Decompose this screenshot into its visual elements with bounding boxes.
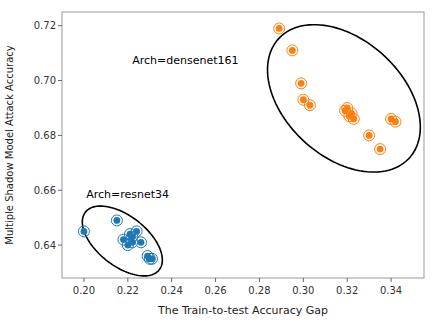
x-tick-label: 0.20 <box>73 285 95 296</box>
point-dot <box>81 228 88 235</box>
point <box>146 253 157 264</box>
plot-frame <box>62 12 424 278</box>
point <box>390 116 401 127</box>
point-ring <box>348 113 359 124</box>
point-dot <box>377 146 384 153</box>
y-tick-label: 0.66 <box>34 185 56 196</box>
point-ring <box>111 215 122 226</box>
x-tick <box>391 278 392 282</box>
x-tick-label: 0.30 <box>292 285 314 296</box>
point-ring <box>364 130 375 141</box>
series <box>274 23 401 155</box>
point-dot <box>133 228 140 235</box>
point <box>127 237 138 248</box>
point <box>296 78 307 89</box>
y-tick <box>58 245 62 246</box>
x-tick-label: 0.26 <box>204 285 226 296</box>
point <box>375 144 386 155</box>
cluster-ellipse <box>268 25 421 172</box>
x-tick <box>171 278 172 282</box>
y-axis-label: Multiple Shadow Model Attack Accuracy <box>4 45 15 245</box>
point-dot <box>276 25 283 32</box>
point-dot <box>129 239 136 246</box>
x-tick <box>259 278 260 282</box>
y-tick-label: 0.70 <box>34 75 56 86</box>
point <box>287 45 298 56</box>
point-ring <box>146 253 157 264</box>
point <box>304 100 315 111</box>
point-dot <box>298 80 305 87</box>
point-ring <box>131 226 142 237</box>
x-tick <box>127 278 128 282</box>
point-ring <box>296 78 307 89</box>
y-tick <box>58 135 62 136</box>
point-dot <box>138 239 145 246</box>
point <box>131 226 142 237</box>
x-tick-label: 0.32 <box>336 285 358 296</box>
point <box>144 253 155 264</box>
y-tick <box>58 190 62 191</box>
x-tick <box>83 278 84 282</box>
point-dot <box>366 132 373 139</box>
annotation: Arch=densenet161 <box>132 54 238 67</box>
y-tick <box>58 25 62 26</box>
point <box>78 226 89 237</box>
point-ring <box>390 116 401 127</box>
point-ring <box>144 253 155 264</box>
x-tick <box>215 278 216 282</box>
point <box>348 113 359 124</box>
chart: 0.20 0.22 0.24 0.26 0.28 0.30 0.32 0.34 0.64 0.66… <box>0 0 436 324</box>
point-dot <box>149 255 156 262</box>
x-axis-label: The Train-to-test Accuracy Gap <box>157 304 328 317</box>
series <box>78 215 157 264</box>
cluster-ellipse <box>82 206 162 276</box>
x-tick-label: 0.24 <box>161 285 183 296</box>
point-dot <box>113 217 120 224</box>
point-dot <box>392 118 399 125</box>
point-ring <box>135 237 146 248</box>
point-ring <box>127 237 138 248</box>
y-tick <box>58 80 62 81</box>
point <box>364 130 375 141</box>
y-tick-label: 0.64 <box>34 240 56 251</box>
y-tick-label: 0.68 <box>34 130 56 141</box>
x-tick-label: 0.34 <box>380 285 402 296</box>
point-ring <box>78 226 89 237</box>
point <box>274 23 285 34</box>
point-ring <box>375 144 386 155</box>
point-ring <box>304 100 315 111</box>
plot-area <box>78 23 420 276</box>
x-tick-label: 0.28 <box>248 285 270 296</box>
y-tick-label: 0.72 <box>34 20 56 31</box>
point <box>111 215 122 226</box>
x-tick <box>347 278 348 282</box>
x-tick <box>303 278 304 282</box>
point-dot <box>289 47 296 54</box>
point <box>135 237 146 248</box>
point-ring <box>274 23 285 34</box>
x-tick-label: 0.22 <box>117 285 139 296</box>
point-dot <box>307 102 314 109</box>
point-dot <box>350 116 357 123</box>
point-ring <box>287 45 298 56</box>
annotation: Arch=resnet34 <box>86 188 169 201</box>
